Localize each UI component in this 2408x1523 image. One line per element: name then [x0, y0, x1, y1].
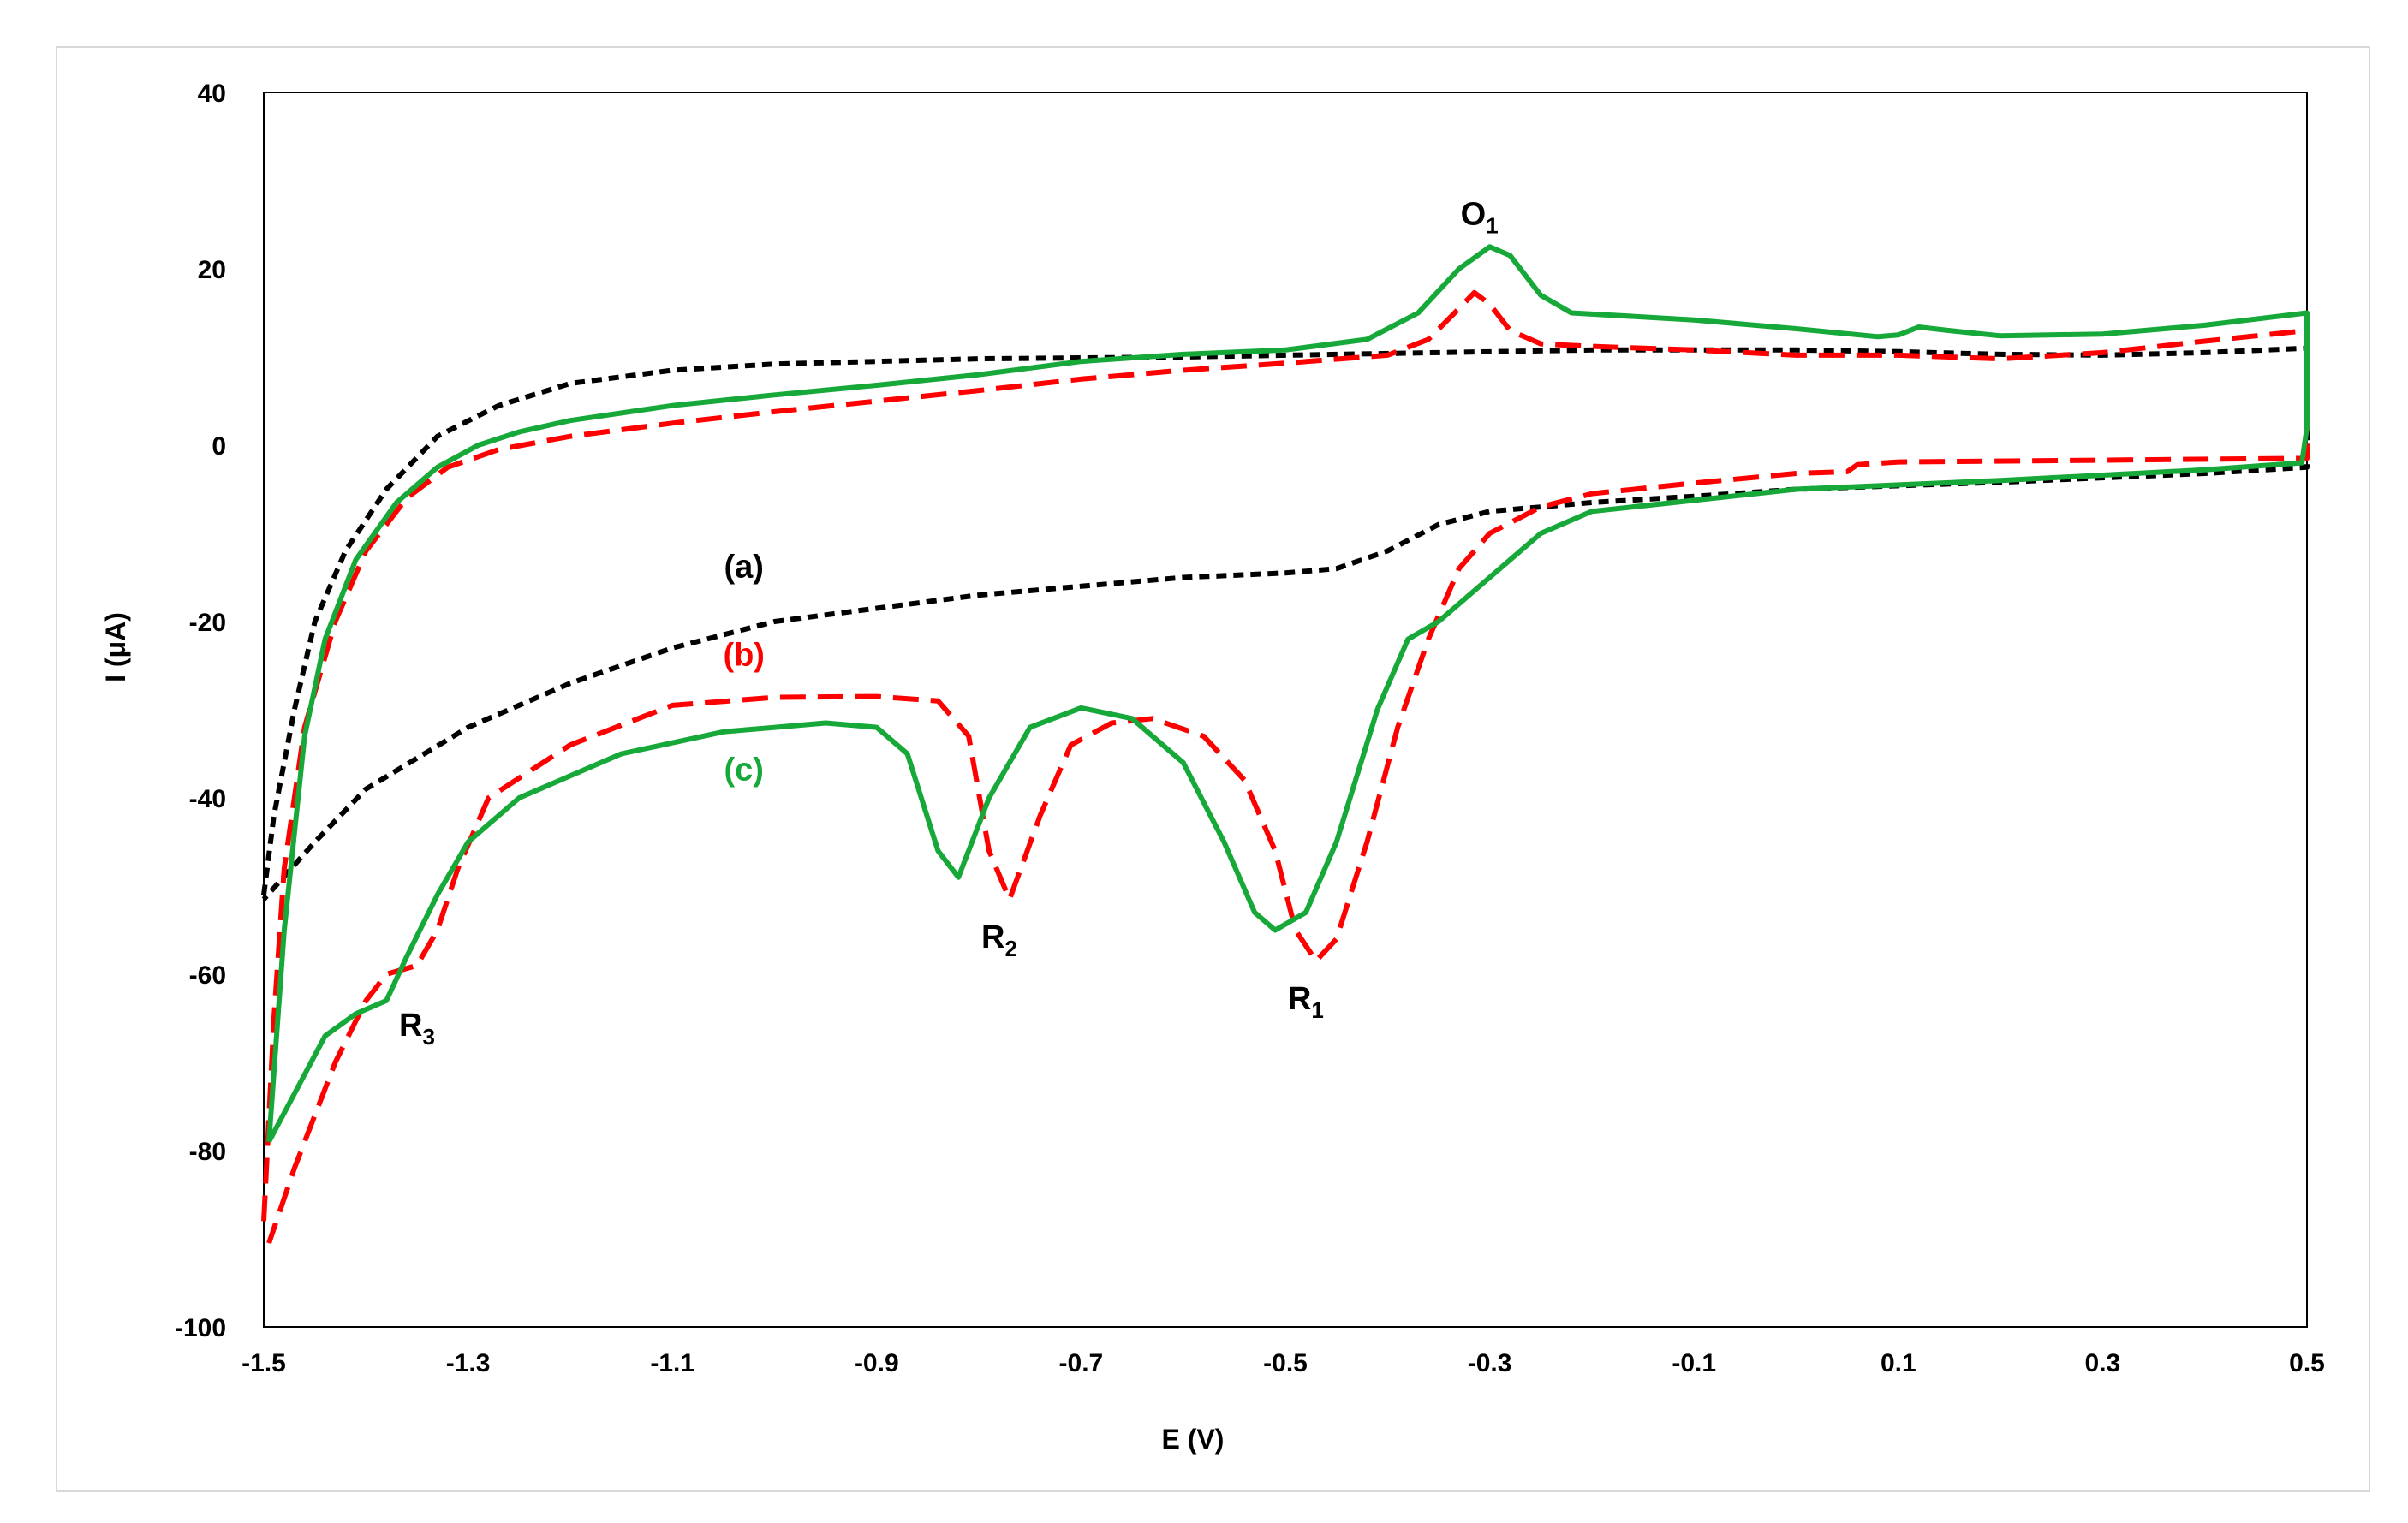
y-tick-label: -100: [175, 1314, 226, 1342]
x-tick-label: -0.7: [1059, 1349, 1104, 1377]
peak-R1: R1: [1288, 981, 1324, 1023]
label-a: (a): [724, 550, 763, 586]
y-tick-label: -80: [189, 1138, 226, 1166]
x-tick-label: -0.3: [1468, 1349, 1512, 1377]
y-tick-label: 20: [198, 256, 226, 284]
x-tick-label: -0.9: [855, 1349, 899, 1377]
x-tick-label: -1.3: [446, 1349, 491, 1377]
x-tick-label: -1.5: [241, 1349, 286, 1377]
series-line-b: [261, 289, 2310, 1245]
chart-frame: [56, 46, 2370, 1492]
x-tick-label: 0.1: [1881, 1349, 1916, 1377]
y-axis-title: I (μA): [100, 612, 131, 682]
series-layer: [261, 244, 2310, 1245]
x-tick-label: 0.3: [2085, 1349, 2121, 1377]
y-axis-tick-labels: -100 -80 -60 -40 -20 0 20 40: [175, 80, 226, 1342]
series-line-c: [266, 244, 2310, 1144]
y-tick-label: -60: [189, 961, 226, 990]
label-c: (c): [724, 752, 763, 788]
x-tick-label: -0.1: [1672, 1349, 1716, 1377]
y-tick-label: -20: [189, 609, 226, 637]
x-tick-label: -1.1: [650, 1349, 694, 1377]
peak-R3: R3: [399, 1008, 435, 1050]
y-tick-label: 0: [212, 432, 226, 461]
y-tick-label: -40: [189, 785, 226, 813]
series-line-a: [261, 345, 2310, 901]
x-axis-title: E (V): [1162, 1424, 1225, 1455]
y-tick-label: 40: [198, 80, 226, 108]
plot-area: [263, 92, 2308, 1328]
x-axis-tick-labels: -1.5 -1.3 -1.1 -0.9 -0.7 -0.5 -0.3 -0.1 0.1 0.3 0.…: [241, 1349, 2325, 1377]
x-tick-label: 0.5: [2289, 1349, 2325, 1377]
plot-border: [263, 92, 2308, 1328]
x-tick-label: -0.5: [1263, 1349, 1308, 1377]
peak-O1: O1: [1461, 197, 1499, 239]
annotations: (a) (b) (c) O1 R2 R1 R3: [399, 197, 1499, 1050]
label-b: (b): [723, 638, 765, 674]
peak-R2: R2: [981, 919, 1017, 961]
